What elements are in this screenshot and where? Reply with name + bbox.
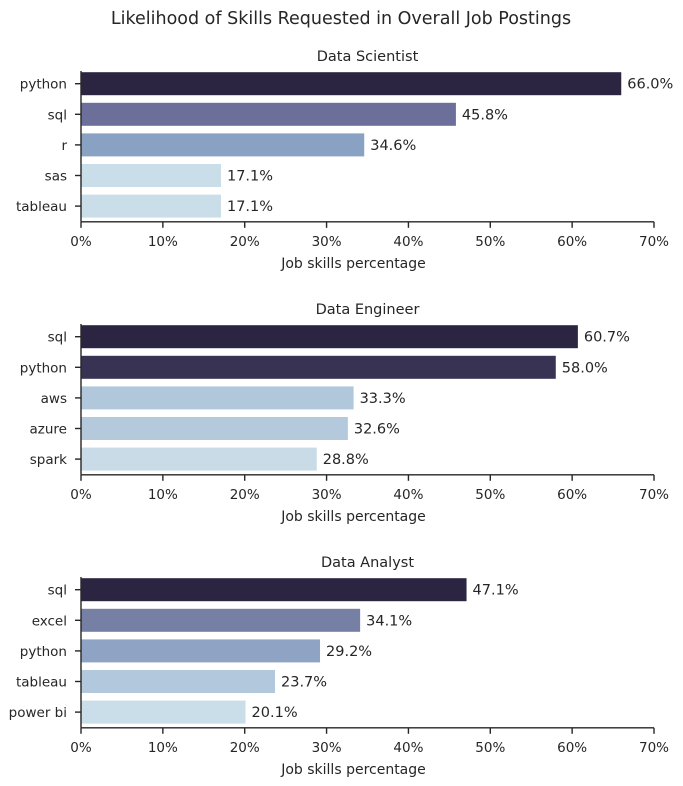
value-label: 60.7% <box>584 330 630 346</box>
category-label: sql <box>48 107 67 123</box>
chart-panel: Data Engineer sql 60.7% python 58.0% aws 33.3%… <box>20 302 669 525</box>
category-label: sql <box>48 583 67 599</box>
category-label: azure <box>30 422 67 438</box>
value-label: 17.1% <box>227 199 273 215</box>
category-label: power bi <box>9 705 67 721</box>
x-tick-label: 0% <box>70 740 92 756</box>
value-label: 23.7% <box>281 675 327 691</box>
category-label: aws <box>41 391 67 407</box>
x-tick-label: 50% <box>475 487 505 503</box>
x-tick-label: 60% <box>557 487 587 503</box>
value-label: 20.1% <box>252 705 298 721</box>
panel-title: Data Scientist <box>317 49 419 65</box>
x-axis-label: Job skills percentage <box>280 509 426 525</box>
x-tick-label: 50% <box>475 234 505 250</box>
x-tick-label: 40% <box>393 234 423 250</box>
value-label: 66.0% <box>627 77 673 93</box>
bar-aws <box>81 386 354 410</box>
value-label: 58.0% <box>562 360 608 376</box>
x-tick-label: 10% <box>148 740 178 756</box>
bar-sql <box>81 102 456 126</box>
x-tick-label: 0% <box>70 487 92 503</box>
value-label: 32.6% <box>354 422 400 438</box>
bar-excel <box>81 608 361 632</box>
bar-spark <box>81 447 317 471</box>
value-label: 34.1% <box>366 613 412 629</box>
category-label: python <box>20 77 67 93</box>
category-label: r <box>61 138 67 154</box>
figure-suptitle: Likelihood of Skills Requested in Overal… <box>111 9 571 29</box>
value-label: 34.6% <box>370 138 416 154</box>
bar-sas <box>81 164 221 187</box>
category-label: tableau <box>16 675 67 691</box>
value-label: 17.1% <box>227 169 273 185</box>
x-tick-label: 70% <box>639 487 669 503</box>
bar-sql <box>81 325 578 349</box>
x-tick-label: 50% <box>475 740 505 756</box>
x-tick-label: 70% <box>639 234 669 250</box>
x-tick-label: 60% <box>557 740 587 756</box>
chart-panel: Data Analyst sql 47.1% excel 34.1% python 29.2… <box>9 555 670 778</box>
x-tick-label: 60% <box>557 234 587 250</box>
bar-python <box>81 355 556 379</box>
x-tick-label: 20% <box>230 487 260 503</box>
category-label: python <box>20 644 67 660</box>
category-label: spark <box>30 452 67 468</box>
x-tick-label: 20% <box>230 740 260 756</box>
x-tick-label: 0% <box>70 234 92 250</box>
x-axis-label: Job skills percentage <box>280 762 426 778</box>
bar-tableau <box>81 194 221 218</box>
value-label: 45.8% <box>462 107 508 123</box>
x-axis-label: Job skills percentage <box>280 256 426 272</box>
bar-python <box>81 72 622 96</box>
category-label: tableau <box>16 199 67 215</box>
panel-title: Data Engineer <box>316 302 420 318</box>
bar-tableau <box>81 670 276 693</box>
value-label: 47.1% <box>473 583 519 599</box>
x-tick-label: 10% <box>148 487 178 503</box>
value-label: 28.8% <box>323 452 369 468</box>
chart-panel: Data Scientist python 66.0% sql 45.8% r 34.6% s… <box>16 49 673 272</box>
value-label: 33.3% <box>360 391 406 407</box>
x-tick-label: 30% <box>312 234 342 250</box>
x-tick-label: 20% <box>230 234 260 250</box>
bar-python <box>81 639 321 663</box>
x-tick-label: 40% <box>393 740 423 756</box>
value-label: 29.2% <box>326 644 372 660</box>
category-label: python <box>20 360 67 376</box>
panel-title: Data Analyst <box>321 555 414 571</box>
x-tick-label: 40% <box>393 487 423 503</box>
category-label: sas <box>45 169 67 185</box>
x-tick-label: 30% <box>312 740 342 756</box>
x-tick-label: 70% <box>639 740 669 756</box>
x-tick-label: 30% <box>312 487 342 503</box>
category-label: sql <box>48 330 67 346</box>
x-tick-label: 10% <box>148 234 178 250</box>
bar-r <box>81 133 365 157</box>
bar-power-bi <box>81 700 246 724</box>
bar-azure <box>81 417 348 440</box>
bar-sql <box>81 578 467 602</box>
category-label: excel <box>32 613 67 629</box>
